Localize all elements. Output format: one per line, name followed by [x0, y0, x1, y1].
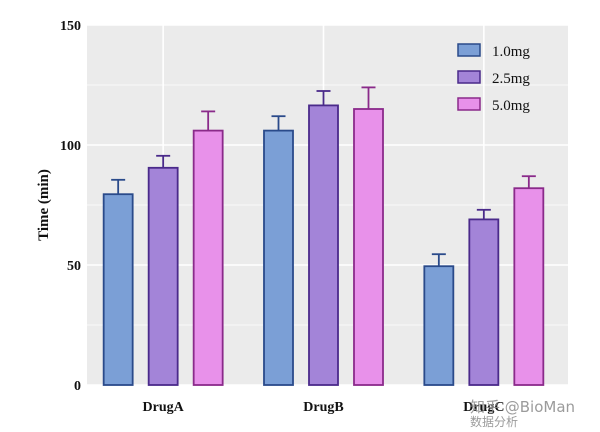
- y-axis-label: Time (min): [36, 169, 52, 241]
- legend-label: 2.5mg: [492, 71, 530, 87]
- x-tick-label: DrugB: [303, 400, 343, 415]
- bar: [263, 129, 294, 386]
- bar: [308, 104, 339, 386]
- watermark: 知乎 @BioMan 数据分析: [470, 398, 575, 429]
- y-tick-label: 150: [60, 19, 81, 34]
- legend-swatch: [457, 43, 481, 57]
- watermark-line2: 数据分析: [470, 414, 518, 429]
- y-tick-label: 50: [67, 259, 81, 274]
- y-tick-label: 100: [60, 139, 81, 154]
- bar: [468, 218, 500, 386]
- x-tick-label: DrugA: [143, 400, 185, 415]
- legend-swatch: [457, 97, 481, 111]
- bar: [423, 265, 455, 386]
- bar: [192, 129, 224, 386]
- y-tick-label: 0: [74, 379, 81, 394]
- legend: 1.0mg 2.5mg 5.0mg: [457, 43, 530, 114]
- legend-label: 1.0mg: [492, 44, 530, 60]
- x-axis: DrugA DrugB DrugC: [143, 400, 505, 415]
- y-axis: 0 50 100 150: [60, 19, 81, 394]
- x-tick-label: DrugC: [463, 400, 504, 415]
- error-bars: [111, 86, 536, 267]
- bar: [353, 108, 384, 386]
- legend-label: 5.0mg: [492, 98, 530, 114]
- bar: [102, 193, 134, 386]
- bars: [102, 104, 545, 386]
- bar: [147, 166, 179, 386]
- bar: [513, 187, 545, 386]
- watermark-line1: 知乎 @BioMan: [470, 398, 575, 416]
- legend-swatch: [457, 70, 481, 84]
